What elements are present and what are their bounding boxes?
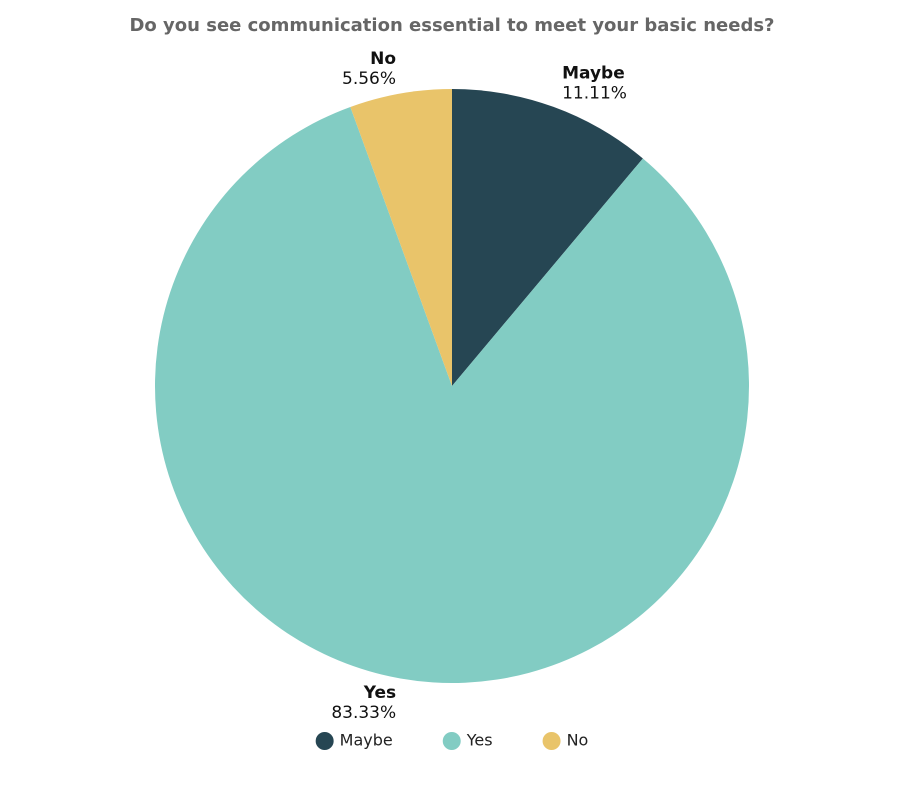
pie-slice [452,89,643,386]
pie-slice [350,89,452,386]
chart-title: Do you see communication essential to me… [129,15,774,36]
legend-marker [315,732,334,750]
slice-label-value: 5.56% [342,69,396,89]
slice-label-name: No [370,49,396,69]
legend-label: Yes [466,731,493,750]
pie-slice [154,106,749,683]
legend-label: No [567,731,589,750]
legend-marker [442,732,461,750]
slice-label-value: 11.11% [562,83,627,103]
slice-label-value: 83.33% [331,703,396,723]
slice-label-name: Yes [363,683,396,703]
slice-label-name: Maybe [562,63,625,83]
legend-label: Maybe [340,731,393,750]
legend-marker [542,732,561,750]
